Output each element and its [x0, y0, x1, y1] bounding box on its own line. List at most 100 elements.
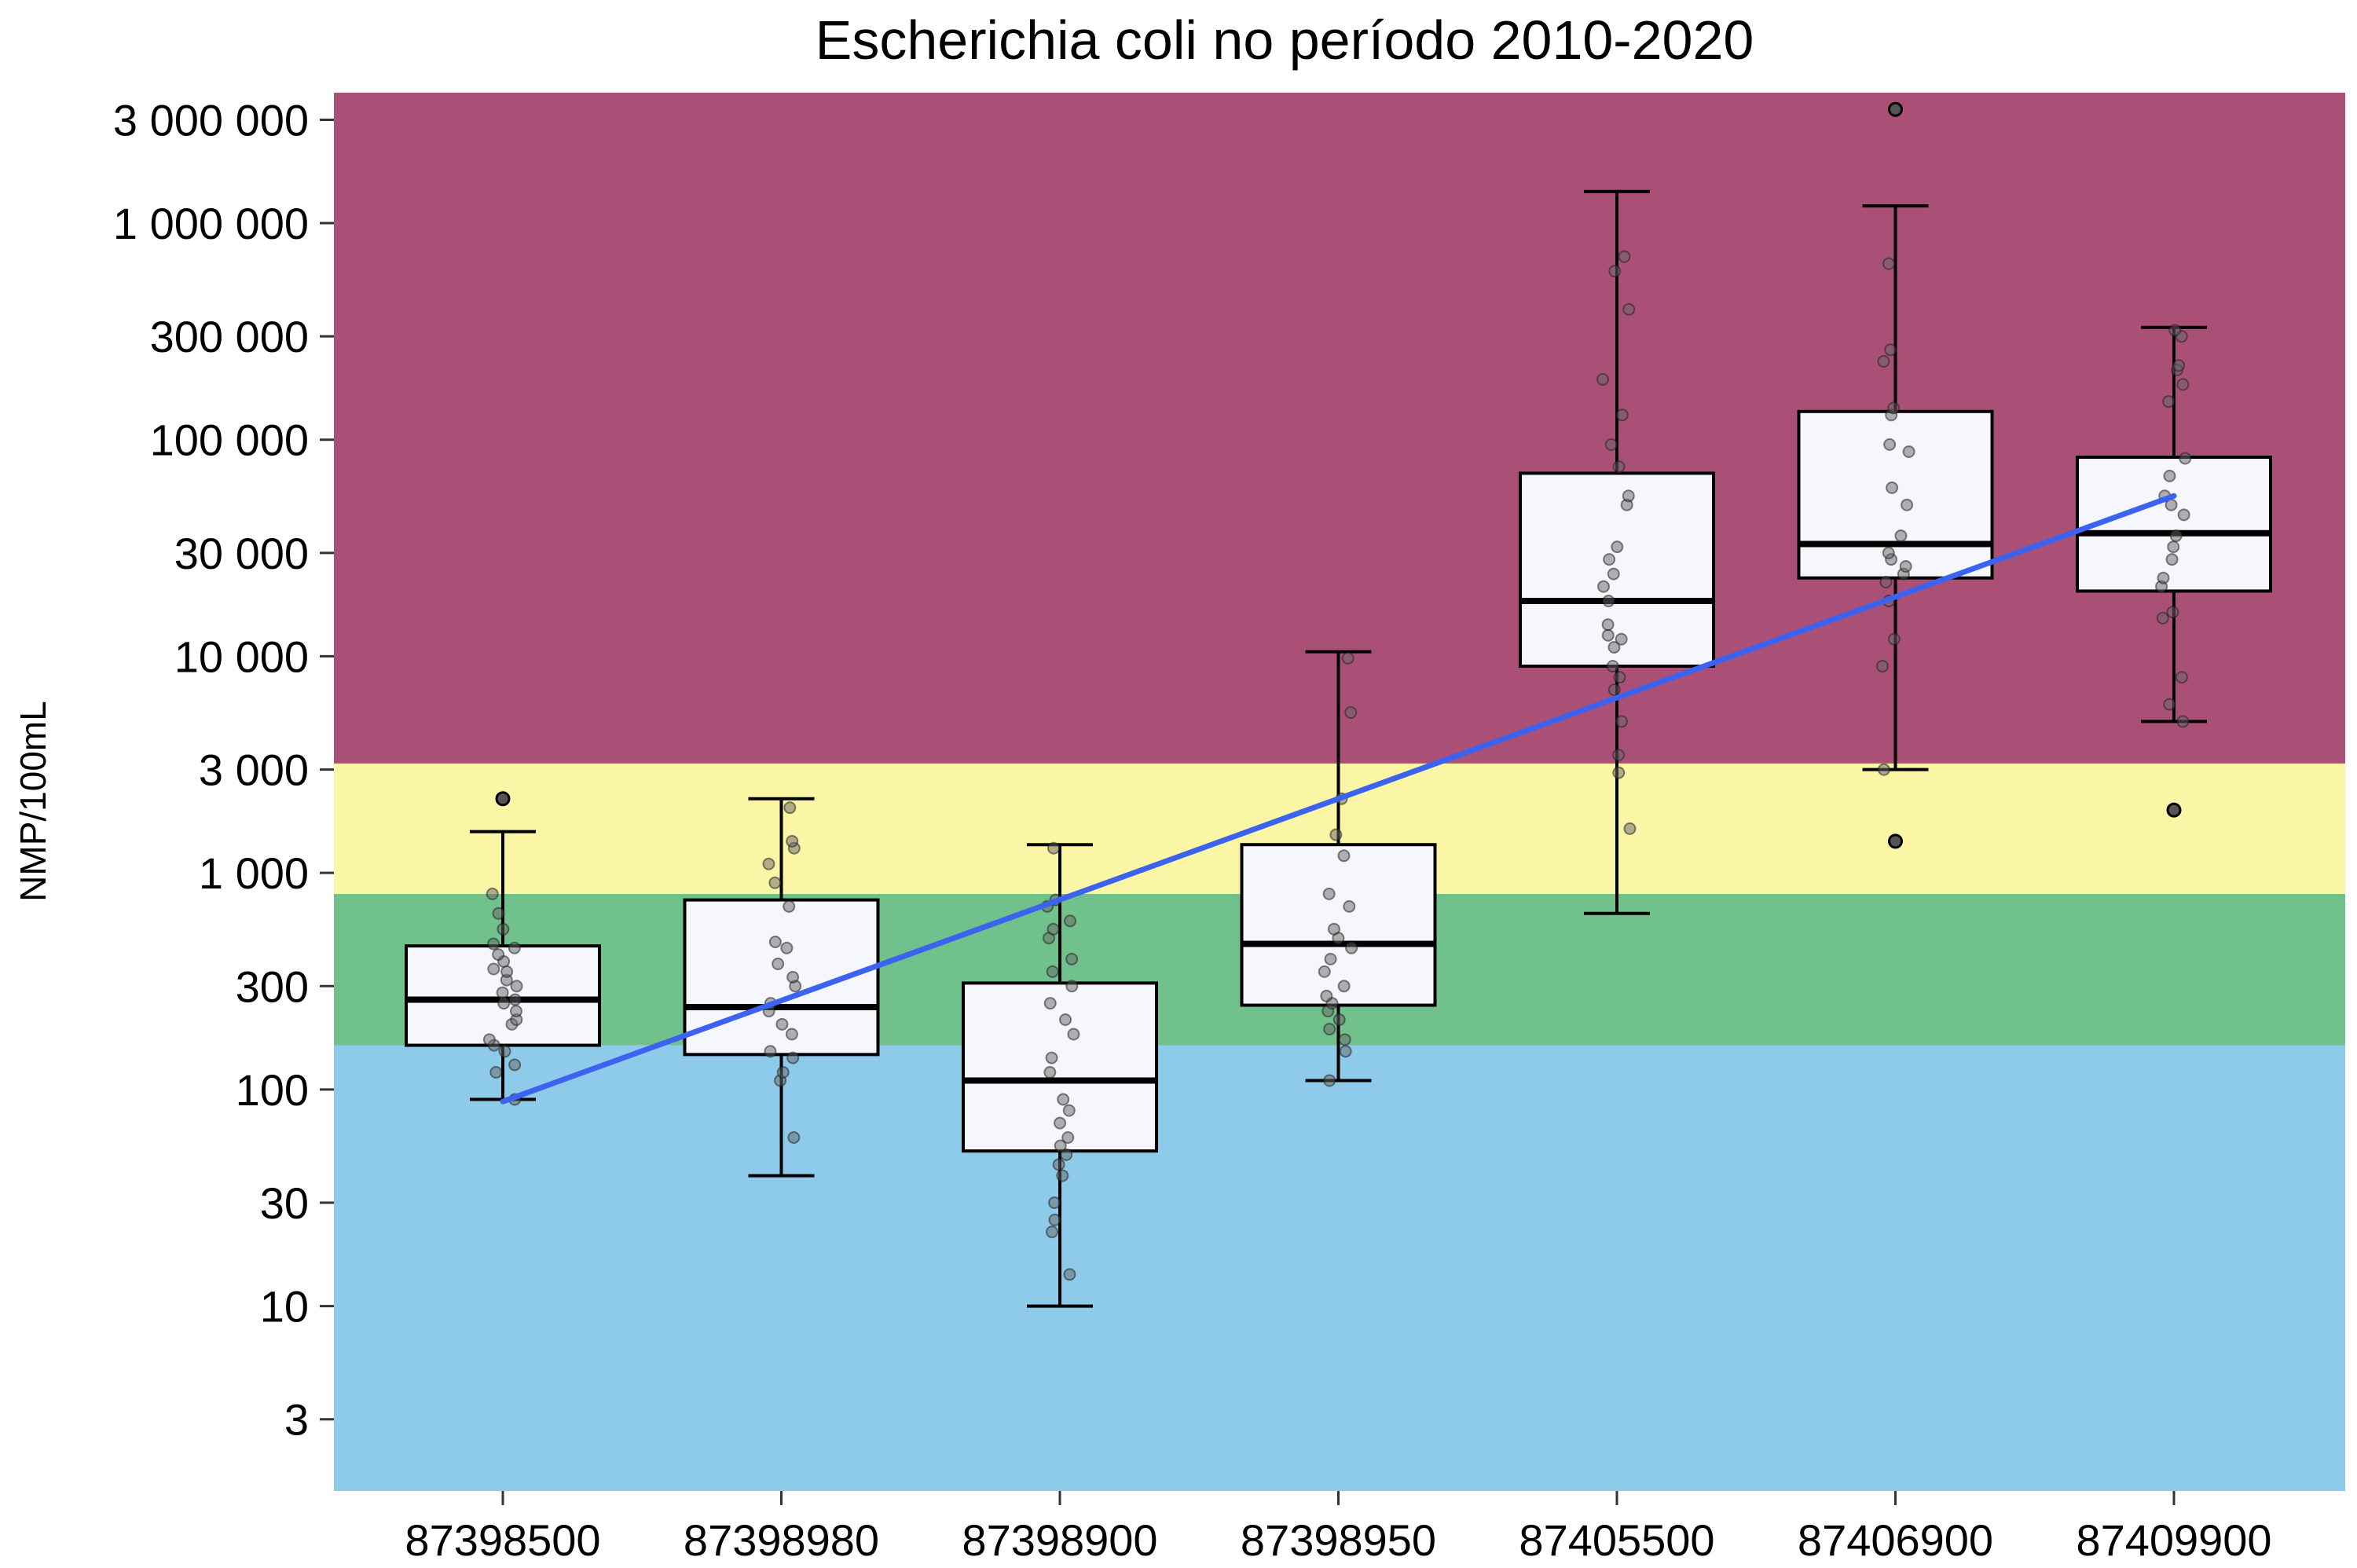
y-tick-label: 10 000	[174, 632, 309, 681]
data-point	[1329, 828, 1343, 841]
box-body	[1797, 409, 1994, 580]
data-point	[1886, 481, 1899, 494]
data-point	[497, 997, 511, 1010]
data-point	[1604, 438, 1618, 451]
data-point	[1612, 766, 1626, 779]
data-point	[508, 993, 522, 1006]
data-point	[1067, 1028, 1080, 1041]
y-tick-label: 30	[260, 1178, 309, 1228]
data-point	[1065, 980, 1079, 993]
x-tick-label: 87398980	[684, 1515, 879, 1565]
data-point	[1607, 683, 1621, 697]
data-point	[2166, 606, 2179, 619]
data-point	[1048, 1196, 1061, 1210]
y-tick-label: 100 000	[150, 416, 309, 465]
outlier-point	[495, 791, 511, 807]
y-tick-label: 1 000	[199, 848, 309, 898]
data-point	[486, 887, 499, 900]
data-point	[1902, 445, 1915, 459]
data-point	[1065, 952, 1079, 965]
data-point	[1060, 1148, 1073, 1161]
x-tick-label: 87405500	[1519, 1515, 1714, 1565]
data-point	[1046, 965, 1059, 978]
data-point	[1606, 660, 1619, 673]
data-point	[2177, 508, 2190, 522]
data-point	[772, 958, 785, 971]
outlier-point	[1888, 101, 1903, 117]
data-point	[2179, 452, 2192, 465]
data-point	[1339, 1045, 1352, 1058]
data-point	[1597, 580, 1611, 593]
data-point	[1877, 354, 1890, 368]
data-point	[487, 937, 500, 951]
data-point	[775, 1017, 789, 1031]
x-tick-label: 87398900	[962, 1515, 1157, 1565]
data-point	[762, 857, 775, 870]
data-point	[785, 1028, 798, 1041]
data-point	[1327, 922, 1340, 936]
data-point	[508, 1058, 522, 1072]
data-point	[1601, 628, 1615, 642]
data-point	[487, 962, 500, 976]
data-point	[780, 941, 794, 954]
data-point	[1612, 749, 1626, 762]
data-point	[787, 1131, 801, 1145]
data-point	[1879, 576, 1893, 589]
data-points	[482, 250, 2192, 1281]
data-point	[508, 941, 521, 954]
data-point	[783, 801, 797, 815]
data-point	[1596, 372, 1610, 386]
y-tick-label: 30 000	[174, 529, 309, 578]
data-point	[1059, 1013, 1072, 1027]
data-point	[1608, 265, 1622, 278]
data-point	[1318, 965, 1331, 978]
data-point	[1045, 1225, 1058, 1239]
data-point	[1901, 498, 1914, 511]
y-tick-label: 10	[260, 1282, 309, 1332]
data-point	[1894, 529, 1908, 543]
data-point	[489, 1066, 503, 1079]
data-point	[1047, 922, 1060, 936]
data-point	[1064, 914, 1077, 928]
data-point	[768, 876, 782, 889]
x-tick-label: 87398500	[405, 1515, 600, 1565]
data-point	[1615, 408, 1629, 422]
x-tick-label: 87409900	[2076, 1515, 2271, 1565]
data-point	[496, 986, 509, 999]
y-tick-label: 3 000 000	[113, 95, 309, 145]
data-point	[1899, 560, 1912, 573]
data-point	[1323, 1074, 1336, 1087]
data-point	[1324, 952, 1337, 965]
outlier-point	[1888, 833, 1903, 849]
data-point	[1887, 632, 1901, 646]
data-point	[1602, 595, 1615, 608]
data-point	[497, 922, 510, 936]
trend-line-group	[500, 493, 2177, 1105]
trend-line	[500, 493, 2177, 1105]
outlier-point	[2166, 802, 2182, 818]
data-point	[1615, 632, 1628, 646]
data-point	[2168, 324, 2182, 337]
data-point	[1062, 1104, 1076, 1117]
data-point	[1043, 997, 1057, 1010]
data-point	[786, 834, 799, 848]
data-point	[492, 948, 505, 962]
y-axis-label: NMP/100mL	[13, 701, 53, 902]
data-point	[2176, 715, 2190, 728]
data-point	[1601, 618, 1615, 632]
data-point	[1337, 980, 1351, 993]
data-point	[768, 936, 782, 949]
data-point	[1343, 899, 1356, 913]
data-point	[1615, 715, 1628, 728]
data-point	[1883, 438, 1897, 451]
box-body	[1519, 471, 1715, 669]
data-point	[510, 1005, 523, 1018]
data-point	[783, 899, 796, 913]
box-87406900	[1797, 101, 1994, 849]
x-tick-label: 87398950	[1241, 1515, 1436, 1565]
data-point	[1320, 989, 1333, 1002]
data-point	[1332, 1013, 1346, 1027]
data-point	[1047, 841, 1061, 855]
box-87405500	[1519, 189, 1715, 915]
